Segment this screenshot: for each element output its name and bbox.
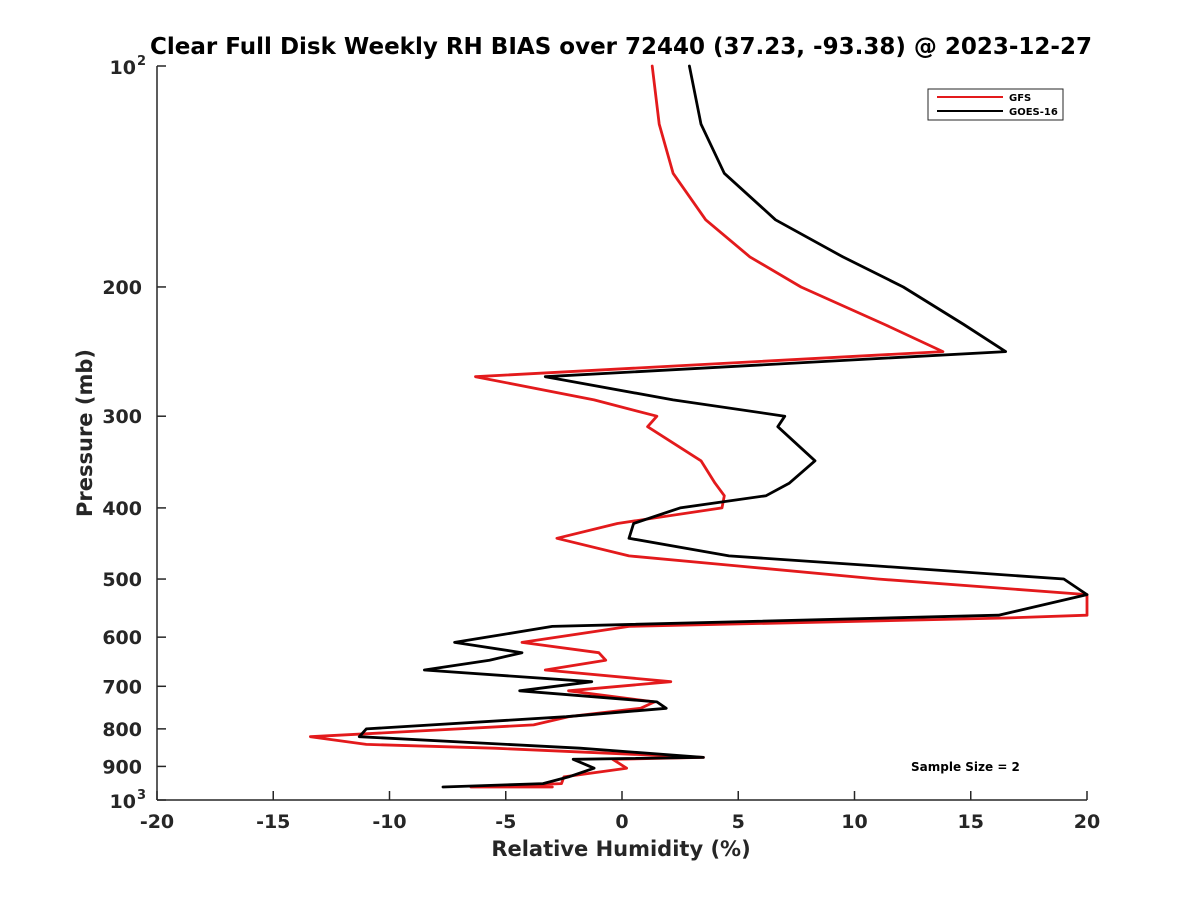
series-layer (308, 64, 1089, 789)
legend: GFS GOES-16 (927, 88, 1064, 121)
y-tick-label: 300 (102, 406, 142, 428)
x-axis-label: Relative Humidity (%) (491, 837, 750, 861)
y-tick-label: 900 (102, 756, 142, 778)
series-line-gfs (308, 64, 1089, 789)
legend-label-gfs: GFS (1009, 93, 1031, 104)
y-tick-label: 10 (110, 791, 136, 813)
legend-box (927, 88, 1064, 121)
sample-size-annotation: Sample Size = 2 (911, 760, 1020, 774)
y-tick-label: 200 (102, 277, 142, 299)
y-tick-label: 800 (102, 719, 142, 741)
x-tick-label: -15 (256, 811, 290, 833)
chart-title: Clear Full Disk Weekly RH BIAS over 7244… (150, 34, 1092, 60)
y-tick-label: 500 (102, 569, 142, 591)
y-tick-exponent: 2 (137, 54, 146, 69)
x-ticks: -20 -15 -10 -5 0 5 10 15 20 (140, 791, 1100, 833)
y-tick-label: 600 (102, 627, 142, 649)
y-tick-label: 10 (110, 57, 136, 79)
y-tick-label: 700 (102, 676, 142, 698)
series-line-goes-16 (357, 64, 1089, 789)
legend-label-goes16: GOES-16 (1009, 107, 1058, 118)
plot-background (157, 66, 1087, 800)
x-tick-label: -5 (495, 811, 516, 833)
y-axis-label: Pressure (mb) (73, 349, 97, 517)
plot-area: -20 -15 -10 -5 0 5 10 15 20 10 220030040050060070… (102, 54, 1100, 833)
x-tick-label: 15 (958, 811, 984, 833)
x-tick-label: 10 (841, 811, 867, 833)
y-tick-label: 400 (102, 498, 142, 520)
x-tick-label: 20 (1074, 811, 1100, 833)
x-tick-label: 5 (732, 811, 745, 833)
x-tick-label: -10 (372, 811, 406, 833)
y-tick-exponent: 3 (137, 788, 146, 803)
x-tick-label: 0 (615, 811, 628, 833)
x-tick-label: -20 (140, 811, 174, 833)
